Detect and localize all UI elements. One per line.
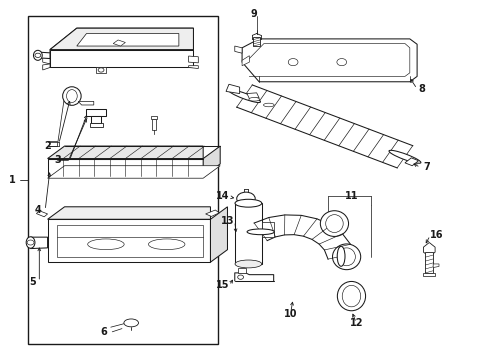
Polygon shape	[210, 207, 227, 262]
Polygon shape	[423, 243, 434, 256]
Ellipse shape	[337, 248, 355, 266]
Ellipse shape	[62, 87, 81, 105]
Polygon shape	[57, 225, 203, 257]
Polygon shape	[236, 85, 412, 168]
Ellipse shape	[337, 282, 365, 311]
Polygon shape	[188, 66, 198, 68]
Polygon shape	[246, 93, 259, 99]
Text: 7: 7	[423, 162, 429, 172]
Ellipse shape	[87, 239, 124, 249]
Ellipse shape	[26, 237, 35, 248]
Text: 4: 4	[35, 205, 41, 215]
Bar	[425, 252, 432, 273]
Polygon shape	[225, 84, 239, 94]
Ellipse shape	[235, 199, 261, 207]
Ellipse shape	[148, 239, 184, 249]
Ellipse shape	[332, 244, 360, 270]
Polygon shape	[205, 210, 219, 216]
Polygon shape	[113, 40, 125, 46]
Polygon shape	[242, 56, 249, 66]
Text: 14: 14	[215, 191, 229, 201]
Ellipse shape	[388, 150, 420, 163]
Circle shape	[336, 59, 346, 66]
Polygon shape	[42, 54, 50, 64]
Text: 5: 5	[30, 277, 36, 287]
Ellipse shape	[33, 50, 42, 60]
Polygon shape	[96, 67, 106, 73]
Ellipse shape	[66, 90, 77, 103]
Polygon shape	[91, 116, 101, 123]
Circle shape	[35, 53, 41, 58]
Polygon shape	[50, 28, 193, 67]
Polygon shape	[47, 207, 210, 219]
Polygon shape	[254, 215, 353, 259]
Ellipse shape	[123, 319, 138, 327]
Polygon shape	[77, 33, 179, 46]
Text: 16: 16	[429, 230, 443, 240]
Text: 2: 2	[44, 141, 51, 151]
Bar	[423, 273, 434, 276]
Polygon shape	[38, 52, 50, 59]
Polygon shape	[188, 56, 198, 63]
Ellipse shape	[342, 285, 360, 307]
Polygon shape	[151, 116, 157, 119]
Text: 11: 11	[344, 191, 358, 201]
Polygon shape	[203, 146, 220, 176]
Polygon shape	[47, 158, 203, 176]
Text: 15: 15	[215, 280, 229, 291]
Polygon shape	[47, 219, 210, 262]
Bar	[235, 203, 261, 264]
Polygon shape	[90, 123, 102, 127]
Ellipse shape	[320, 211, 348, 237]
Circle shape	[237, 275, 243, 279]
Polygon shape	[404, 158, 418, 166]
Polygon shape	[30, 237, 47, 249]
Text: 12: 12	[349, 318, 362, 328]
Ellipse shape	[236, 192, 255, 205]
Circle shape	[98, 68, 104, 72]
Bar	[253, 37, 260, 46]
Text: 13: 13	[220, 216, 234, 226]
Ellipse shape	[228, 90, 260, 103]
Bar	[261, 222, 273, 237]
Ellipse shape	[246, 229, 274, 235]
Text: 8: 8	[418, 84, 425, 94]
Text: 6: 6	[100, 327, 107, 337]
Ellipse shape	[325, 215, 343, 233]
Polygon shape	[47, 146, 203, 158]
Polygon shape	[42, 64, 50, 70]
Ellipse shape	[263, 103, 274, 107]
Bar	[237, 267, 246, 273]
Polygon shape	[78, 102, 94, 105]
Bar	[28, 16, 217, 344]
Polygon shape	[47, 166, 220, 178]
Text: 1: 1	[9, 175, 16, 185]
Polygon shape	[152, 119, 156, 130]
Ellipse shape	[235, 260, 261, 268]
Polygon shape	[50, 28, 193, 50]
Circle shape	[287, 59, 297, 66]
Text: 10: 10	[284, 309, 297, 319]
Circle shape	[27, 240, 34, 245]
Text: 3: 3	[54, 156, 61, 165]
Ellipse shape	[337, 246, 345, 266]
Text: 9: 9	[250, 9, 257, 19]
Polygon shape	[86, 109, 106, 116]
Polygon shape	[234, 46, 242, 53]
Polygon shape	[242, 39, 416, 82]
Polygon shape	[432, 264, 438, 267]
Polygon shape	[50, 50, 193, 67]
Ellipse shape	[248, 98, 259, 101]
Polygon shape	[36, 211, 47, 217]
